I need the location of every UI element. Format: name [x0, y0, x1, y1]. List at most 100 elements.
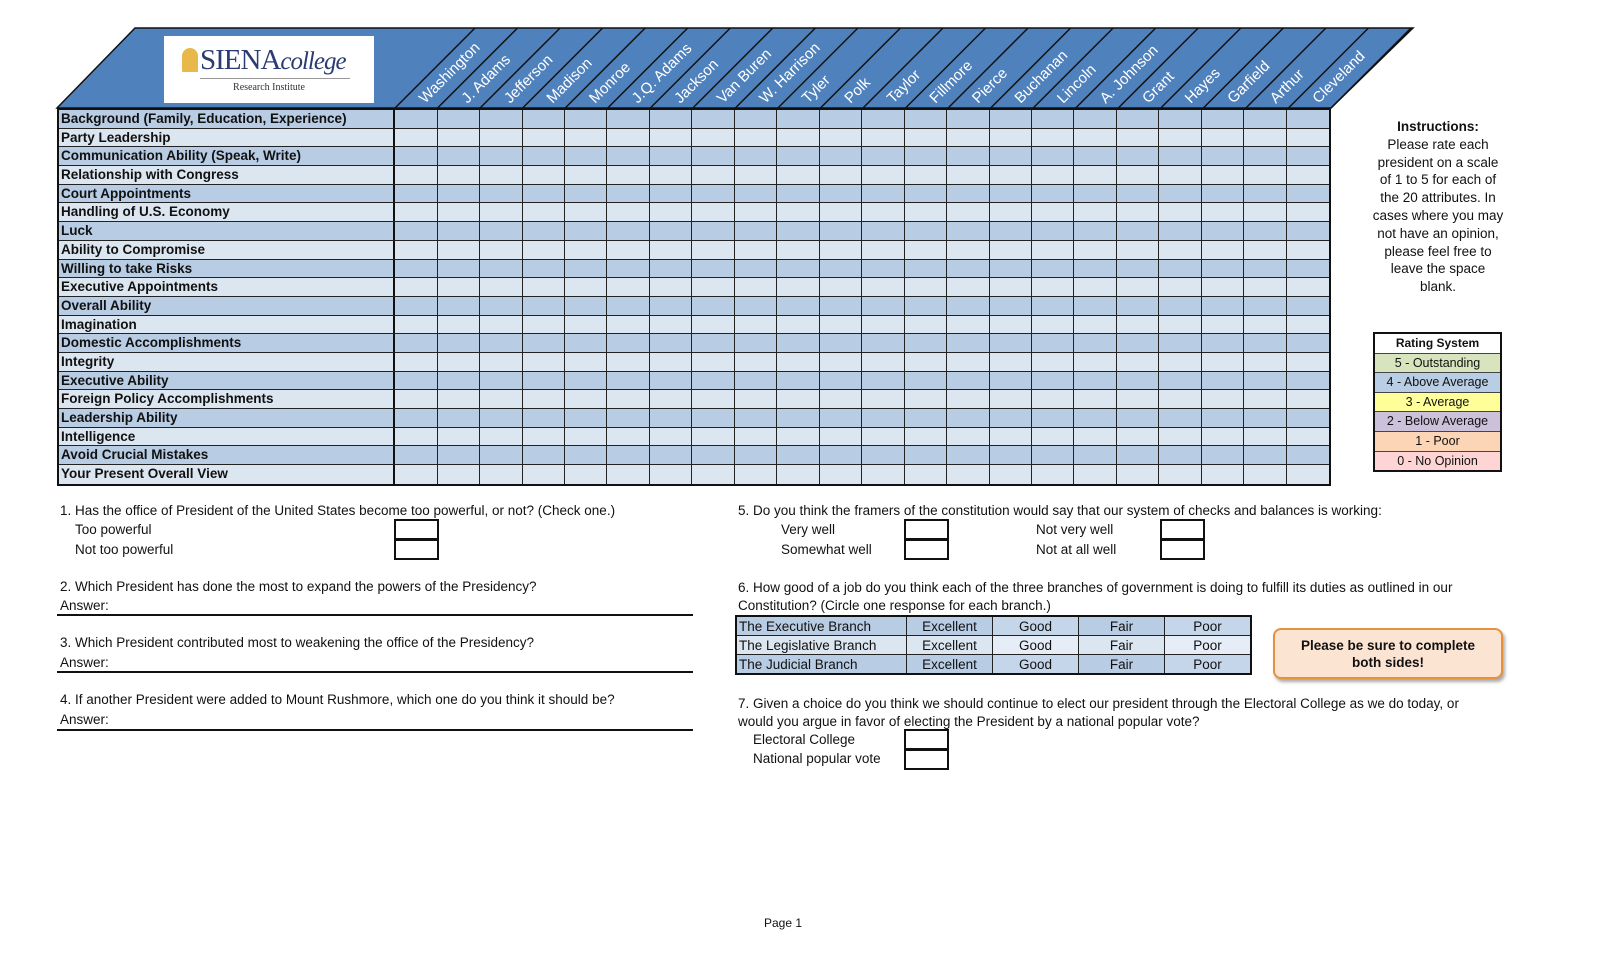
rating-cell[interactable]	[1117, 371, 1160, 390]
rating-cell[interactable]	[480, 240, 523, 259]
rating-cell[interactable]	[1032, 259, 1075, 278]
rating-cell[interactable]	[990, 446, 1032, 465]
rating-cell[interactable]	[777, 371, 820, 390]
rating-cell[interactable]	[1117, 315, 1160, 334]
rating-cell[interactable]	[990, 128, 1032, 147]
rating-cell[interactable]	[947, 203, 990, 222]
rating-cell[interactable]	[1032, 203, 1075, 222]
rating-cell[interactable]	[565, 409, 608, 427]
branch-response-good[interactable]: Good	[992, 635, 1079, 655]
rating-cell[interactable]	[1287, 297, 1329, 315]
rating-cell[interactable]	[480, 334, 523, 352]
rating-cell[interactable]	[1117, 110, 1160, 128]
rating-cell[interactable]	[990, 427, 1032, 446]
rating-cell[interactable]	[1159, 446, 1202, 465]
rating-cell[interactable]	[1117, 390, 1160, 408]
rating-cell[interactable]	[1287, 110, 1329, 128]
q2-answer-line[interactable]	[57, 614, 693, 616]
rating-cell[interactable]	[1202, 203, 1245, 222]
rating-cell[interactable]	[650, 128, 693, 147]
rating-cell[interactable]	[1244, 128, 1287, 147]
rating-cell[interactable]	[905, 184, 948, 203]
rating-cell[interactable]	[735, 240, 778, 259]
rating-cell[interactable]	[1032, 278, 1075, 296]
rating-cell[interactable]	[395, 465, 438, 484]
rating-cell[interactable]	[565, 334, 608, 352]
rating-cell[interactable]	[438, 427, 481, 446]
rating-cell[interactable]	[820, 315, 863, 334]
rating-cell[interactable]	[1032, 240, 1075, 259]
rating-cell[interactable]	[1074, 278, 1117, 296]
rating-cell[interactable]	[862, 352, 905, 371]
q1-checkbox-too-powerful[interactable]	[394, 519, 439, 540]
rating-cell[interactable]	[905, 334, 948, 352]
rating-cell[interactable]	[777, 390, 820, 408]
rating-cell[interactable]	[523, 222, 565, 240]
rating-cell[interactable]	[438, 352, 481, 371]
rating-cell[interactable]	[1202, 166, 1245, 184]
rating-cell[interactable]	[820, 166, 863, 184]
rating-cell[interactable]	[1202, 371, 1245, 390]
rating-cell[interactable]	[607, 390, 650, 408]
rating-cell[interactable]	[1244, 409, 1287, 427]
rating-cell[interactable]	[438, 203, 481, 222]
rating-cell[interactable]	[523, 315, 565, 334]
rating-cell[interactable]	[523, 278, 565, 296]
rating-cell[interactable]	[862, 110, 905, 128]
rating-cell[interactable]	[650, 278, 693, 296]
rating-cell[interactable]	[820, 128, 863, 147]
rating-cell[interactable]	[523, 409, 565, 427]
rating-cell[interactable]	[1159, 278, 1202, 296]
rating-cell[interactable]	[650, 110, 693, 128]
rating-cell[interactable]	[565, 296, 608, 315]
rating-cell[interactable]	[480, 427, 523, 446]
rating-cell[interactable]	[777, 315, 820, 334]
rating-cell[interactable]	[395, 371, 438, 390]
branch-response-good[interactable]: Good	[992, 654, 1079, 675]
rating-cell[interactable]	[820, 296, 863, 315]
rating-cell[interactable]	[820, 409, 863, 427]
rating-cell[interactable]	[905, 128, 948, 147]
rating-cell[interactable]	[1117, 465, 1160, 484]
rating-cell[interactable]	[1074, 390, 1117, 408]
rating-cell[interactable]	[1032, 184, 1075, 203]
rating-cell[interactable]	[777, 427, 820, 446]
q7-checkbox-electoral-college[interactable]	[904, 729, 949, 750]
rating-cell[interactable]	[1074, 110, 1117, 128]
rating-cell[interactable]	[777, 110, 820, 128]
rating-cell[interactable]	[1202, 240, 1245, 259]
rating-cell[interactable]	[480, 352, 523, 371]
rating-cell[interactable]	[947, 296, 990, 315]
rating-cell[interactable]	[1202, 110, 1245, 128]
rating-cell[interactable]	[820, 446, 863, 465]
rating-cell[interactable]	[565, 352, 608, 371]
branch-response-fair[interactable]: Fair	[1078, 635, 1165, 655]
rating-cell[interactable]	[990, 371, 1032, 390]
rating-cell[interactable]	[1074, 166, 1117, 184]
rating-cell[interactable]	[692, 465, 735, 484]
rating-cell[interactable]	[990, 296, 1032, 315]
rating-cell[interactable]	[1032, 390, 1075, 408]
rating-cell[interactable]	[607, 147, 650, 166]
rating-cell[interactable]	[1117, 259, 1160, 278]
rating-cell[interactable]	[735, 184, 778, 203]
branch-response-excellent[interactable]: Excellent	[906, 615, 993, 636]
rating-cell[interactable]	[1287, 372, 1329, 390]
rating-cell[interactable]	[438, 184, 481, 203]
rating-cell[interactable]	[1032, 166, 1075, 184]
rating-cell[interactable]	[1159, 240, 1202, 259]
rating-cell[interactable]	[1287, 428, 1329, 446]
rating-cell[interactable]	[1074, 427, 1117, 446]
rating-cell[interactable]	[650, 184, 693, 203]
rating-cell[interactable]	[1244, 352, 1287, 371]
rating-cell[interactable]	[1202, 222, 1245, 240]
rating-cell[interactable]	[1287, 353, 1329, 371]
rating-cell[interactable]	[1074, 203, 1117, 222]
rating-cell[interactable]	[565, 203, 608, 222]
rating-cell[interactable]	[1074, 128, 1117, 147]
q3-answer-line[interactable]	[57, 671, 693, 673]
rating-cell[interactable]	[395, 259, 438, 278]
rating-cell[interactable]	[1244, 184, 1287, 203]
rating-cell[interactable]	[862, 446, 905, 465]
rating-cell[interactable]	[905, 110, 948, 128]
